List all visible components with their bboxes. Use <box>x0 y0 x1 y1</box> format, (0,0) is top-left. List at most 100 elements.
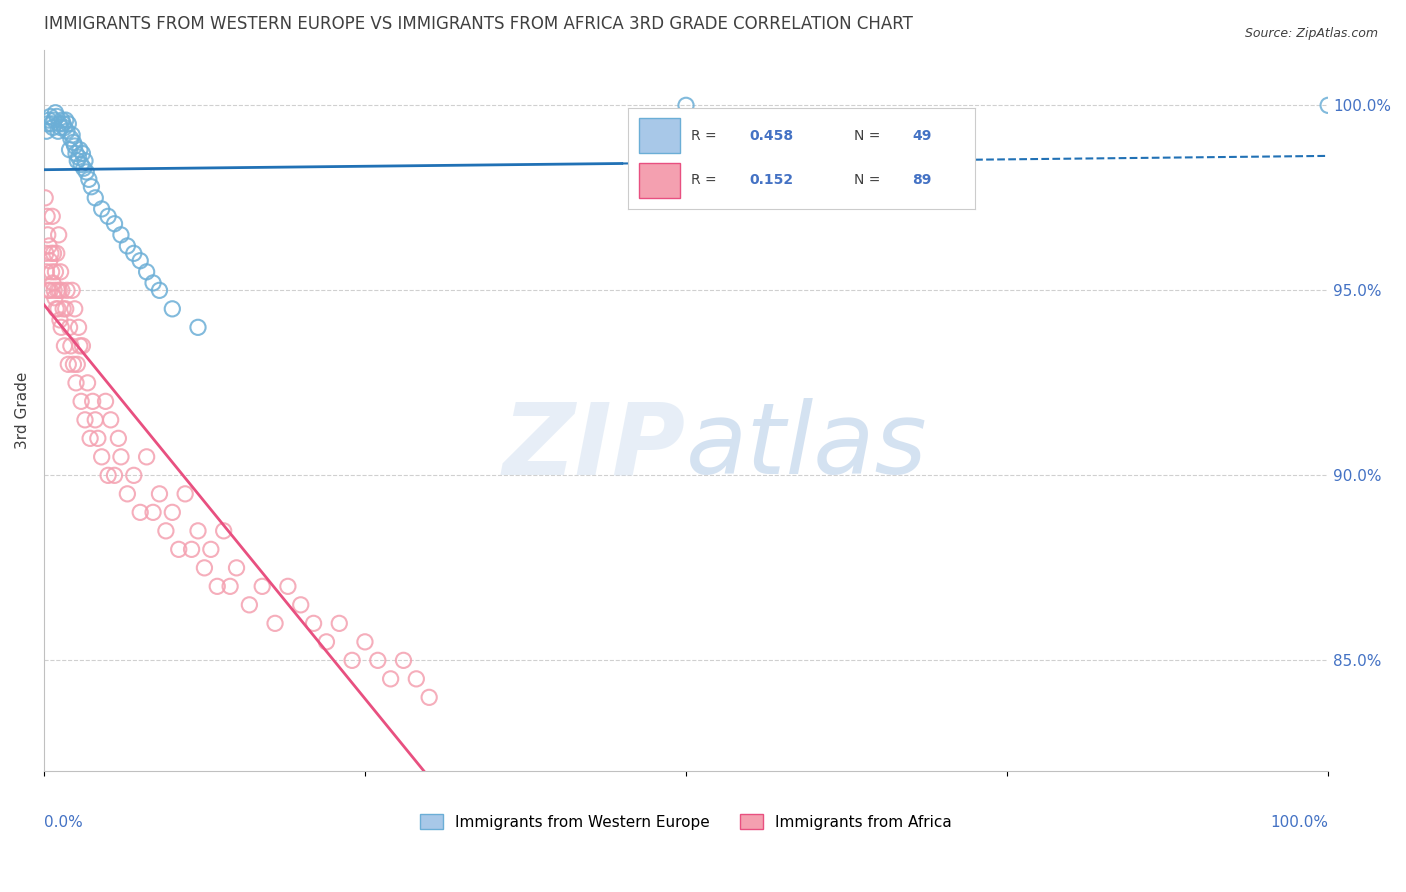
Point <box>212 524 235 538</box>
Point <box>392 653 415 667</box>
Point <box>39 246 62 260</box>
Point <box>1317 98 1340 112</box>
Text: atlas: atlas <box>686 398 928 495</box>
Point <box>62 136 84 150</box>
Point <box>63 301 86 316</box>
Point <box>51 283 73 297</box>
Point <box>117 487 139 501</box>
Point <box>340 653 363 667</box>
Point <box>38 253 60 268</box>
Point <box>117 239 139 253</box>
Point <box>56 124 79 138</box>
Point <box>162 505 184 519</box>
Point <box>354 635 377 649</box>
Point <box>110 450 132 464</box>
Point <box>48 117 70 131</box>
Point <box>42 120 65 135</box>
Point <box>418 690 440 705</box>
Point <box>37 227 59 242</box>
Point <box>328 616 350 631</box>
Point <box>97 468 120 483</box>
Legend: Immigrants from Western Europe, Immigrants from Africa: Immigrants from Western Europe, Immigran… <box>413 807 959 836</box>
Point <box>73 161 96 176</box>
Point <box>39 283 62 297</box>
Point <box>51 113 73 128</box>
Point <box>129 505 152 519</box>
Point <box>84 413 107 427</box>
Point <box>49 265 72 279</box>
Point <box>38 113 60 128</box>
Point <box>35 210 58 224</box>
Point <box>167 542 190 557</box>
Point <box>79 431 101 445</box>
Point <box>55 113 77 128</box>
Point <box>73 153 96 168</box>
Point <box>148 487 170 501</box>
Point <box>90 450 112 464</box>
Point <box>80 179 103 194</box>
Point <box>44 265 66 279</box>
Point <box>122 468 145 483</box>
Y-axis label: 3rd Grade: 3rd Grade <box>15 372 30 450</box>
Point <box>42 276 65 290</box>
Point <box>193 561 215 575</box>
Point <box>45 301 67 316</box>
Point <box>69 143 91 157</box>
Point <box>46 283 69 297</box>
Point <box>290 598 312 612</box>
Point <box>135 450 157 464</box>
Text: ZIP: ZIP <box>503 398 686 495</box>
Point <box>44 105 66 120</box>
Point <box>103 468 125 483</box>
Point <box>65 376 87 390</box>
Point <box>87 431 110 445</box>
Point <box>70 394 93 409</box>
Point <box>60 128 83 142</box>
Point <box>49 120 72 135</box>
Point <box>59 339 82 353</box>
Point <box>41 210 63 224</box>
Point <box>100 413 122 427</box>
Point <box>122 246 145 260</box>
Text: IMMIGRANTS FROM WESTERN EUROPE VS IMMIGRANTS FROM AFRICA 3RD GRADE CORRELATION C: IMMIGRANTS FROM WESTERN EUROPE VS IMMIGR… <box>44 15 912 33</box>
Point <box>264 616 287 631</box>
Point <box>405 672 427 686</box>
Point <box>174 487 197 501</box>
Point <box>207 579 229 593</box>
Point <box>367 653 389 667</box>
Point <box>49 313 72 327</box>
Point <box>162 301 184 316</box>
Point <box>148 283 170 297</box>
Point <box>58 143 80 157</box>
Point <box>55 301 77 316</box>
Point <box>53 120 76 135</box>
Point <box>72 339 94 353</box>
Point <box>41 117 63 131</box>
Point <box>225 561 247 575</box>
Point <box>277 579 299 593</box>
Point <box>66 357 89 371</box>
Point <box>155 524 177 538</box>
Point <box>142 276 165 290</box>
Point <box>110 227 132 242</box>
Point <box>187 524 209 538</box>
Point <box>44 291 66 305</box>
Point <box>70 157 93 171</box>
Point <box>34 191 56 205</box>
Point <box>675 98 697 112</box>
Point <box>135 265 157 279</box>
Point <box>63 139 86 153</box>
Point <box>46 124 69 138</box>
Point <box>107 431 129 445</box>
Point <box>65 146 87 161</box>
Point <box>73 413 96 427</box>
Point <box>380 672 402 686</box>
Point <box>77 172 100 186</box>
Point <box>51 320 73 334</box>
Point <box>90 202 112 216</box>
Point <box>41 265 63 279</box>
Point <box>72 146 94 161</box>
Point <box>180 542 202 557</box>
Point <box>53 339 76 353</box>
Point <box>60 283 83 297</box>
